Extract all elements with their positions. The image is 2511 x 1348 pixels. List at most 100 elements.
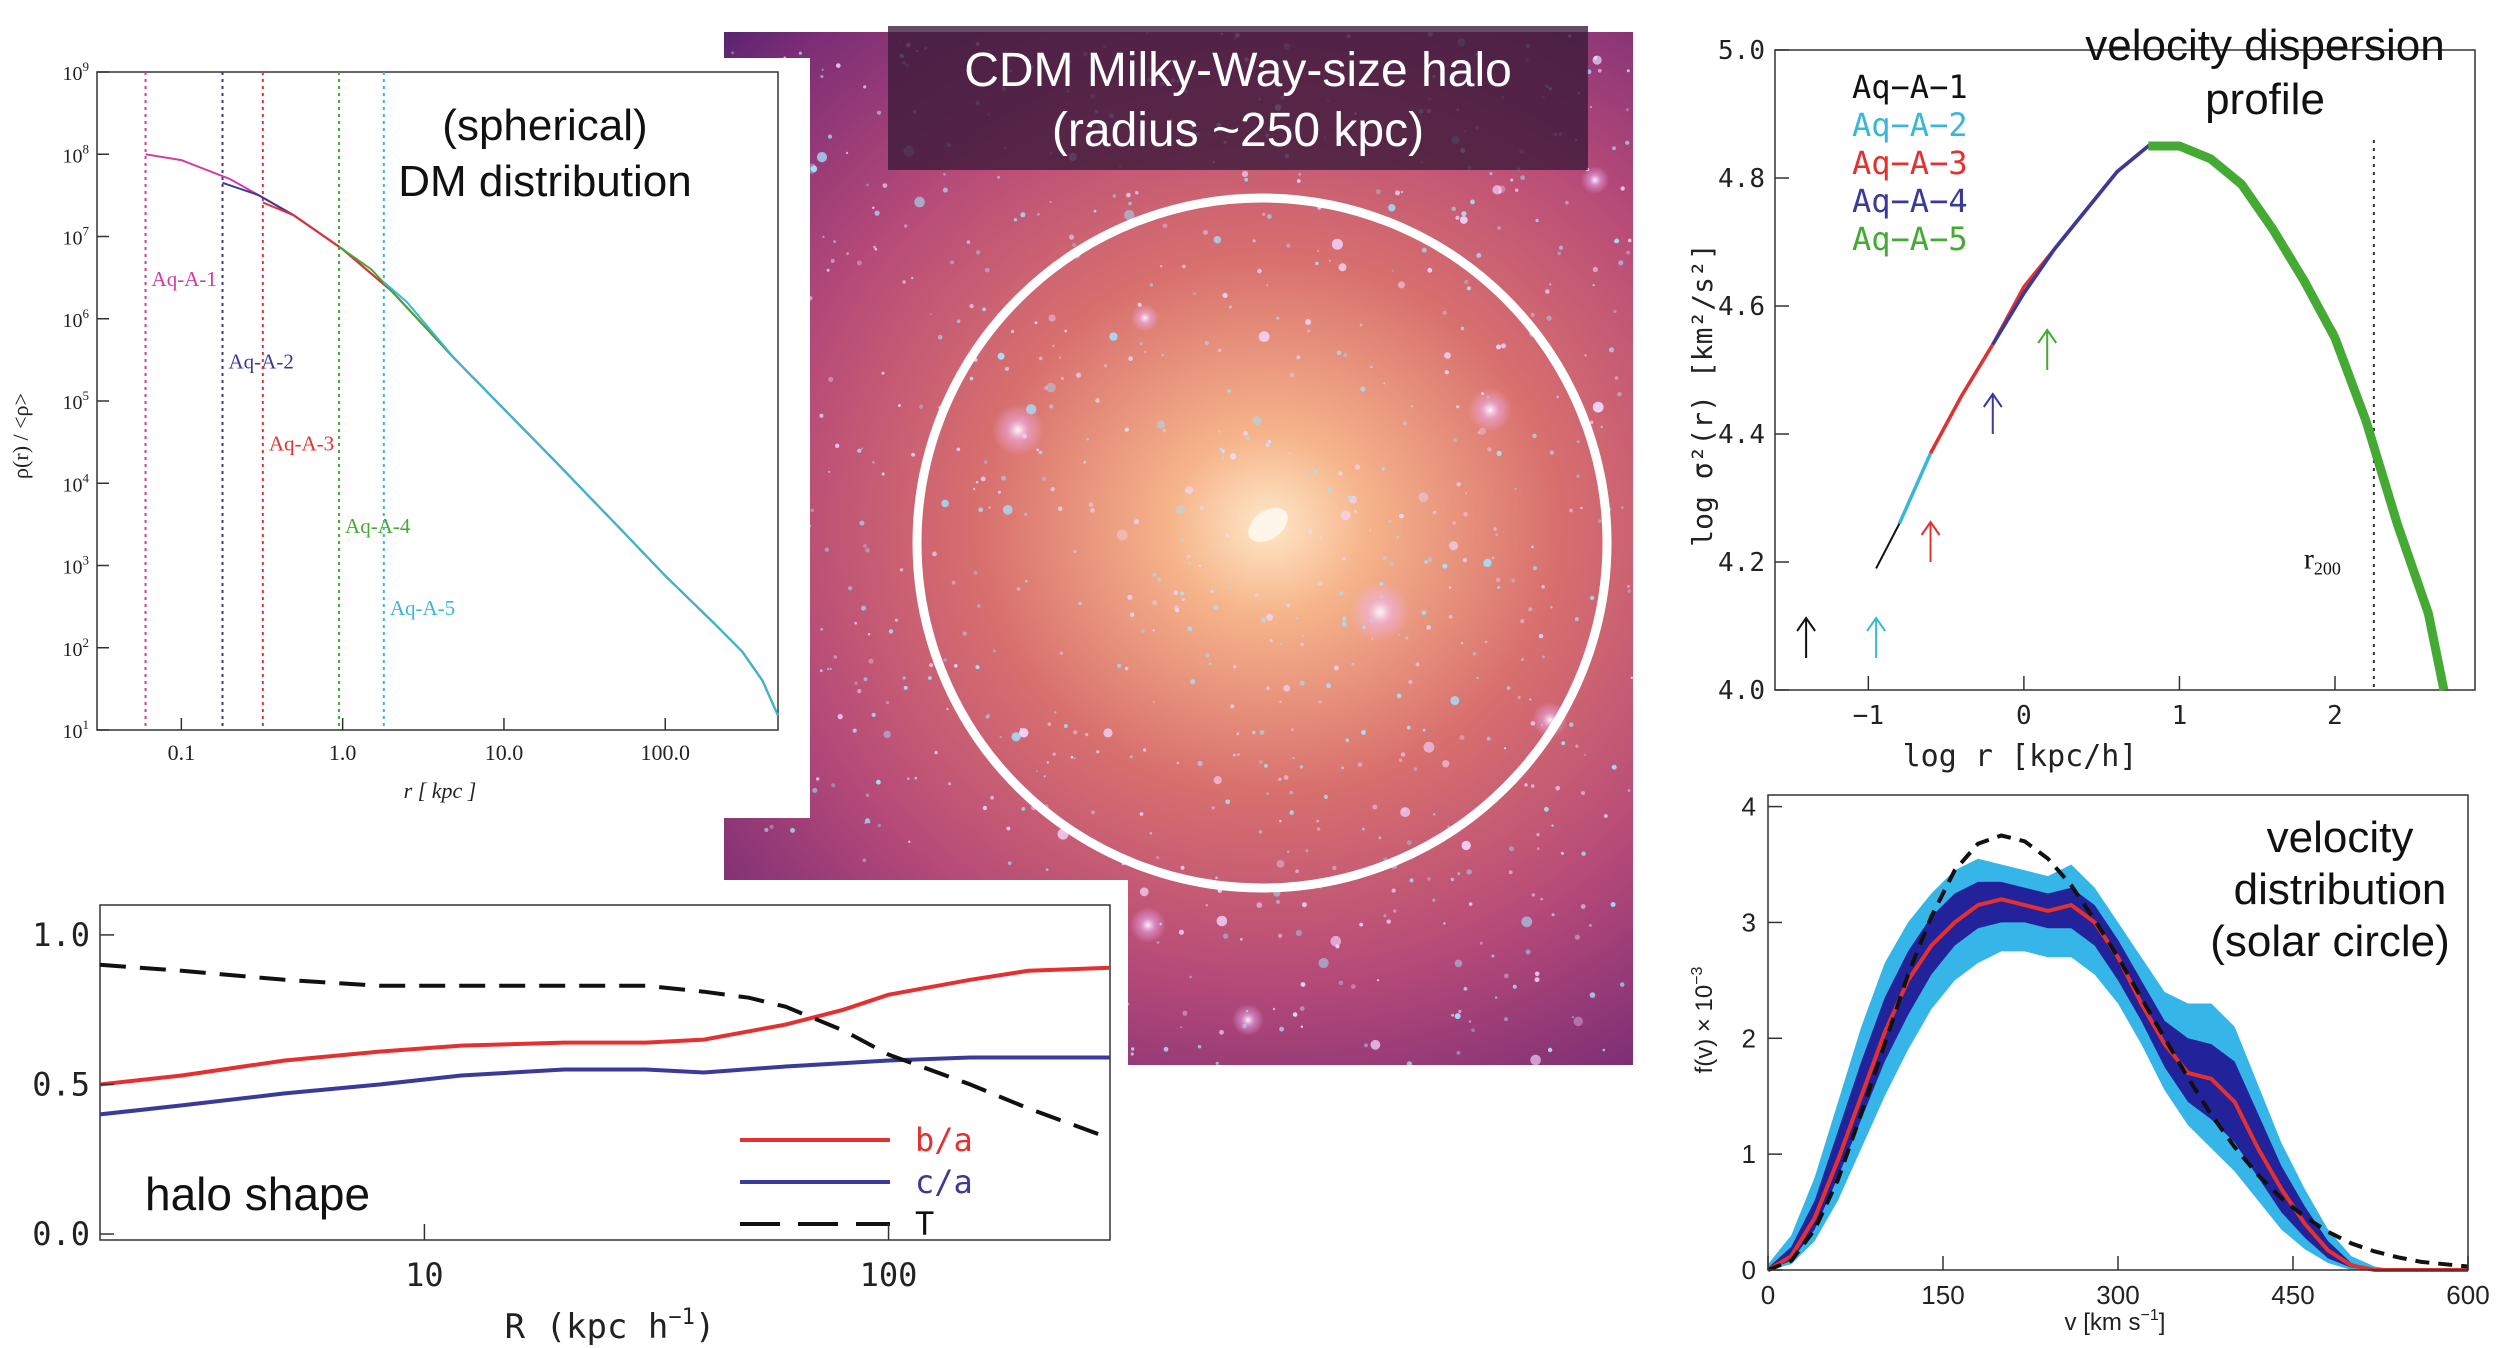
halo-speck bbox=[1532, 433, 1537, 439]
halo-speck bbox=[1360, 386, 1366, 392]
halo-speck bbox=[810, 508, 815, 513]
dispersion-xtick-label: 2 bbox=[2327, 701, 2343, 731]
halo-speck bbox=[1495, 577, 1501, 583]
halo-speck bbox=[1266, 792, 1269, 795]
halo-speck bbox=[1149, 831, 1153, 835]
halo-speck bbox=[1589, 924, 1592, 927]
halo-speck bbox=[1048, 314, 1056, 322]
halo-speck bbox=[1448, 614, 1453, 619]
halo-speck bbox=[827, 134, 833, 139]
halo-speck bbox=[1289, 790, 1294, 795]
dispersion-series-line bbox=[1991, 144, 2446, 691]
halo-speck bbox=[1463, 986, 1468, 991]
halo-speck bbox=[1215, 876, 1218, 880]
dispersion-xtick-label: 0 bbox=[2016, 701, 2032, 731]
halo-speck bbox=[1300, 642, 1304, 646]
density-xtick-label: 0.1 bbox=[168, 740, 196, 765]
halo-speck bbox=[1227, 389, 1231, 393]
halo-speck bbox=[1614, 376, 1619, 380]
halo-speck bbox=[1496, 450, 1502, 456]
halo-speck bbox=[1276, 860, 1285, 868]
shape-ytick-label: 1.0 bbox=[32, 916, 90, 954]
halo-speck bbox=[1289, 372, 1295, 378]
halo-speck bbox=[769, 824, 774, 829]
halo-speck bbox=[1295, 869, 1299, 874]
halo-speck bbox=[1124, 666, 1129, 671]
veldist-plot: 0 150 300 450 600 0 1 2 3 4 bbox=[1742, 792, 2490, 1310]
halo-speck bbox=[831, 783, 836, 788]
halo-speck bbox=[1476, 676, 1479, 680]
halo-speck bbox=[1568, 722, 1574, 728]
halo-speck bbox=[1464, 279, 1469, 285]
halo-speck bbox=[1307, 472, 1310, 476]
halo-speck bbox=[1574, 617, 1579, 622]
halo-speck bbox=[1038, 356, 1043, 361]
halo-speck bbox=[1559, 245, 1563, 250]
halo-speck bbox=[1361, 827, 1365, 831]
halo-speck bbox=[1289, 452, 1291, 455]
halo-speck bbox=[1551, 913, 1555, 917]
halo-speck bbox=[1406, 725, 1411, 730]
halo-speck bbox=[1376, 979, 1380, 982]
halo-speck bbox=[1302, 634, 1305, 637]
halo-speck bbox=[1131, 1047, 1135, 1051]
halo-speck bbox=[1625, 140, 1630, 145]
halo-speck bbox=[1295, 929, 1302, 937]
halo-speck bbox=[1450, 696, 1460, 706]
halo-speck bbox=[983, 460, 988, 464]
halo-speck bbox=[1036, 448, 1039, 452]
halo-speck bbox=[877, 110, 881, 115]
halo-speck bbox=[1424, 560, 1428, 564]
halo-speck bbox=[1266, 284, 1269, 287]
halo-speck bbox=[1176, 761, 1180, 765]
halo-speck bbox=[997, 352, 1005, 360]
halo-speck bbox=[871, 712, 876, 718]
halo-speck bbox=[1287, 526, 1290, 529]
halo-speck bbox=[1073, 757, 1076, 760]
halo-speck bbox=[1019, 727, 1023, 731]
halo-speck bbox=[1307, 329, 1310, 333]
shape-series-line bbox=[99, 962, 1111, 1141]
halo-speck bbox=[1580, 506, 1583, 510]
halo-speck bbox=[1298, 172, 1301, 176]
veldist-title-line1: velocity bbox=[2267, 813, 2414, 862]
halo-speck bbox=[1627, 789, 1631, 792]
halo-speck bbox=[1156, 855, 1160, 860]
dispersion-resolution-arrow bbox=[1982, 392, 2003, 434]
halo-speck bbox=[1112, 194, 1117, 198]
halo-speck bbox=[1423, 741, 1435, 753]
halo-speck bbox=[1460, 641, 1464, 645]
halo-speck bbox=[1290, 510, 1295, 515]
halo-speck bbox=[1162, 428, 1167, 433]
halo-title-box bbox=[888, 26, 1588, 170]
halo-speck bbox=[997, 175, 1001, 179]
halo-speck bbox=[1286, 243, 1291, 248]
halo-speck bbox=[1299, 680, 1305, 686]
halo-speck bbox=[830, 258, 835, 263]
halo-speck bbox=[1442, 563, 1448, 569]
halo-speck bbox=[1124, 209, 1135, 221]
halo-speck bbox=[1427, 557, 1433, 562]
halo-speck bbox=[1266, 613, 1274, 621]
halo-speck bbox=[1576, 440, 1580, 444]
halo-speck bbox=[1531, 545, 1534, 549]
halo-speck bbox=[1256, 902, 1263, 908]
halo-speck bbox=[1185, 486, 1194, 494]
halo-speck bbox=[1400, 807, 1411, 818]
dispersion-r200-label: r200 bbox=[2304, 542, 2341, 578]
halo-speck bbox=[820, 628, 823, 631]
halo-speck bbox=[854, 621, 857, 625]
halo-speck bbox=[1630, 676, 1633, 679]
halo-speck bbox=[1584, 354, 1587, 357]
halo-speck bbox=[731, 51, 735, 55]
halo-speck bbox=[1044, 386, 1048, 390]
halo-speck bbox=[966, 240, 971, 244]
halo-speck bbox=[816, 152, 828, 163]
halo-speck bbox=[1536, 833, 1540, 837]
halo-speck bbox=[1301, 902, 1307, 908]
halo-speck bbox=[1546, 315, 1552, 321]
halo-speck bbox=[1236, 732, 1240, 736]
halo-speck bbox=[854, 681, 858, 685]
halo-speck bbox=[914, 196, 925, 208]
halo-speck bbox=[1491, 954, 1495, 958]
